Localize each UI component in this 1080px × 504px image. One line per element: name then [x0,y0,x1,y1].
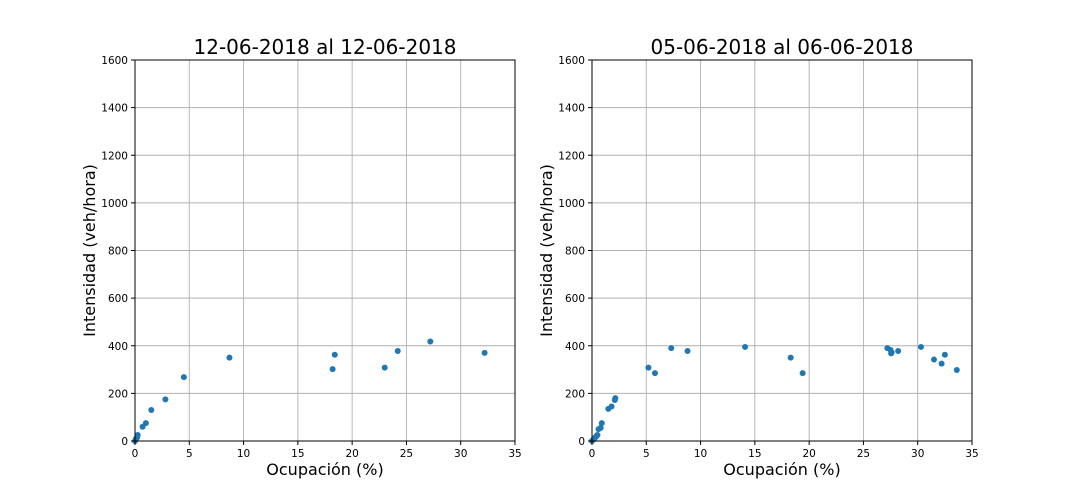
x-tick-label: 30 [911,448,924,460]
y-axis-label: Intensidad (veh/hora) [537,164,556,337]
y-tick-label: 200 [565,388,585,400]
x-axis-label: Ocupación (%) [266,460,383,479]
y-tick-label: 800 [108,246,128,258]
data-point [394,347,401,354]
x-tick-label: 25 [857,448,870,460]
y-tick-label: 1400 [101,103,128,115]
x-tick-label: 15 [748,448,761,460]
data-point [329,366,336,373]
y-tick-label: 1600 [101,55,128,67]
y-tick-label: 800 [565,246,585,258]
data-point [684,347,691,354]
data-point [888,349,895,356]
data-point [180,374,187,381]
y-tick-label: 1000 [558,198,585,210]
y-tick-label: 600 [108,293,128,305]
y-tick-label: 0 [121,436,128,448]
data-point [162,396,169,403]
y-tick-label: 1000 [101,198,128,210]
y-tick-label: 200 [108,388,128,400]
data-point [938,360,945,367]
data-point [931,356,937,363]
data-point [481,349,488,356]
x-tick-label: 10 [237,448,250,460]
x-tick-label: 35 [508,448,521,460]
data-point [895,347,902,354]
data-point [134,432,141,439]
x-tick-label: 0 [132,448,139,460]
y-tick-label: 400 [108,341,128,353]
chart-title: 05-06-2018 al 06-06-2018 [651,35,914,59]
data-point [799,370,806,377]
x-tick-label: 25 [400,448,413,460]
data-point [787,354,794,361]
x-tick-label: 35 [965,448,978,460]
x-tick-label: 0 [589,448,596,460]
x-tick-label: 15 [291,448,304,460]
data-point [645,364,652,371]
data-point [427,338,434,345]
data-point [668,345,675,352]
data-point [226,354,233,361]
data-point [148,407,155,414]
y-tick-label: 0 [578,436,585,448]
x-tick-label: 20 [802,448,815,460]
x-tick-label: 10 [694,448,707,460]
data-point [597,424,604,431]
y-axis-label: Intensidad (veh/hora) [80,164,99,337]
data-point [742,343,749,350]
y-tick-label: 1200 [558,150,585,162]
data-point [953,367,960,374]
x-tick-label: 30 [454,448,467,460]
chart-panel-2: 0 5 10 15 20 25 30 35 0 200 400 600 800 1000 1200 1400 1… [537,35,979,479]
y-tick-label: 1400 [558,103,585,115]
data-point [651,370,658,377]
data-point [608,403,615,410]
x-tick-label: 5 [643,448,650,460]
data-point [381,364,388,371]
y-tick-label: 1600 [558,55,585,67]
chart-title: 12-06-2018 al 12-06-2018 [194,35,457,59]
chart-panel-1: 0 5 10 15 20 25 30 35 0 200 400 600 800 1000 1200 1400 1… [80,35,522,479]
data-point [142,420,149,427]
data-point [941,351,948,358]
data-point [917,343,924,350]
x-axis-label: Ocupación (%) [723,460,840,479]
x-tick-label: 5 [186,448,193,460]
y-tick-label: 1200 [101,150,128,162]
data-point [331,351,338,358]
y-tick-label: 400 [565,341,585,353]
data-point [598,420,605,427]
y-tick-label: 600 [565,293,585,305]
data-point [612,395,619,402]
data-point [594,432,601,439]
x-tick-label: 20 [345,448,358,460]
